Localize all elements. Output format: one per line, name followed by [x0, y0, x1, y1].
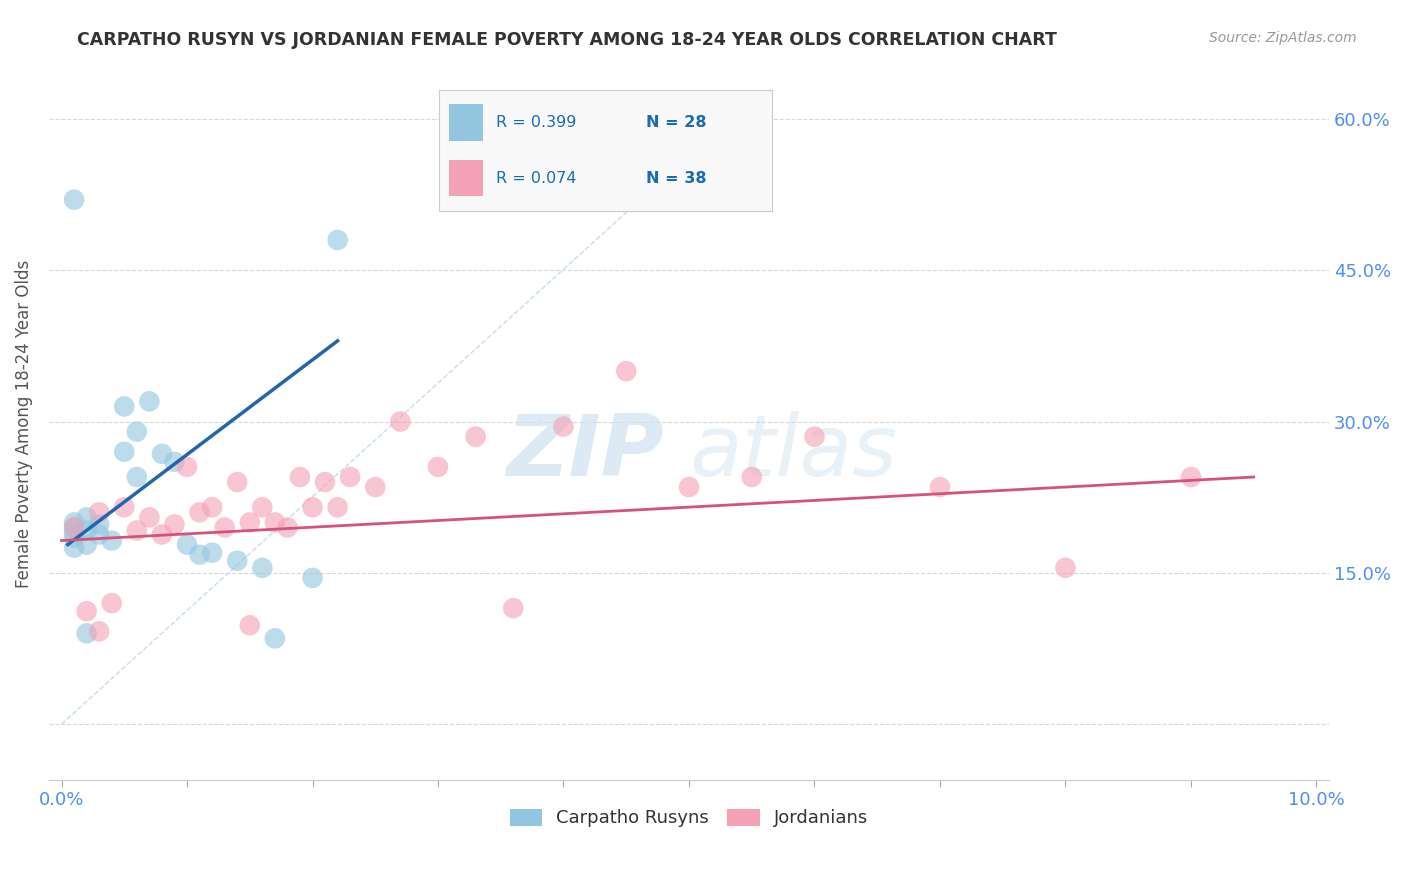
- Point: [176, 538, 198, 552]
- Point: [89, 505, 111, 519]
- Point: [288, 470, 311, 484]
- Point: [76, 538, 98, 552]
- Point: [389, 415, 412, 429]
- Point: [502, 601, 524, 615]
- Point: [138, 510, 160, 524]
- Point: [226, 554, 249, 568]
- Point: [76, 524, 98, 538]
- Point: [326, 500, 349, 515]
- Point: [339, 470, 361, 484]
- Point: [63, 516, 86, 530]
- Legend: Carpatho Rusyns, Jordanians: Carpatho Rusyns, Jordanians: [502, 801, 876, 835]
- Point: [252, 561, 274, 575]
- Point: [76, 510, 98, 524]
- Point: [163, 455, 186, 469]
- Point: [138, 394, 160, 409]
- Text: CARPATHO RUSYN VS JORDANIAN FEMALE POVERTY AMONG 18-24 YEAR OLDS CORRELATION CHA: CARPATHO RUSYN VS JORDANIAN FEMALE POVER…: [77, 31, 1057, 49]
- Point: [100, 596, 122, 610]
- Point: [76, 604, 98, 618]
- Point: [364, 480, 387, 494]
- Point: [301, 500, 323, 515]
- Point: [63, 520, 86, 534]
- Point: [464, 430, 486, 444]
- Point: [89, 517, 111, 532]
- Point: [276, 520, 298, 534]
- Point: [125, 524, 148, 538]
- Point: [76, 626, 98, 640]
- Text: ZIP: ZIP: [506, 411, 664, 494]
- Text: atlas: atlas: [689, 411, 897, 494]
- Point: [112, 400, 135, 414]
- Point: [301, 571, 323, 585]
- Point: [112, 500, 135, 515]
- Point: [252, 500, 274, 515]
- Point: [1180, 470, 1202, 484]
- Text: Source: ZipAtlas.com: Source: ZipAtlas.com: [1209, 31, 1357, 45]
- Point: [112, 445, 135, 459]
- Point: [427, 459, 450, 474]
- Point: [263, 632, 285, 646]
- Point: [63, 541, 86, 555]
- Point: [803, 430, 825, 444]
- Point: [176, 459, 198, 474]
- Point: [100, 533, 122, 548]
- Point: [201, 546, 224, 560]
- Point: [63, 531, 86, 545]
- Point: [125, 470, 148, 484]
- Point: [214, 520, 236, 534]
- Point: [263, 516, 285, 530]
- Point: [678, 480, 700, 494]
- Point: [150, 447, 173, 461]
- Point: [239, 618, 262, 632]
- Point: [1054, 561, 1077, 575]
- Point: [741, 470, 763, 484]
- Point: [614, 364, 637, 378]
- Point: [89, 624, 111, 639]
- Point: [63, 525, 86, 540]
- Point: [163, 517, 186, 532]
- Point: [201, 500, 224, 515]
- Point: [314, 475, 336, 489]
- Point: [929, 480, 952, 494]
- Point: [89, 527, 111, 541]
- Point: [188, 548, 211, 562]
- Point: [125, 425, 148, 439]
- Point: [326, 233, 349, 247]
- Point: [188, 505, 211, 519]
- Point: [553, 419, 575, 434]
- Point: [150, 527, 173, 541]
- Point: [226, 475, 249, 489]
- Point: [239, 516, 262, 530]
- Point: [63, 193, 86, 207]
- Point: [63, 520, 86, 534]
- Y-axis label: Female Poverty Among 18-24 Year Olds: Female Poverty Among 18-24 Year Olds: [15, 260, 32, 588]
